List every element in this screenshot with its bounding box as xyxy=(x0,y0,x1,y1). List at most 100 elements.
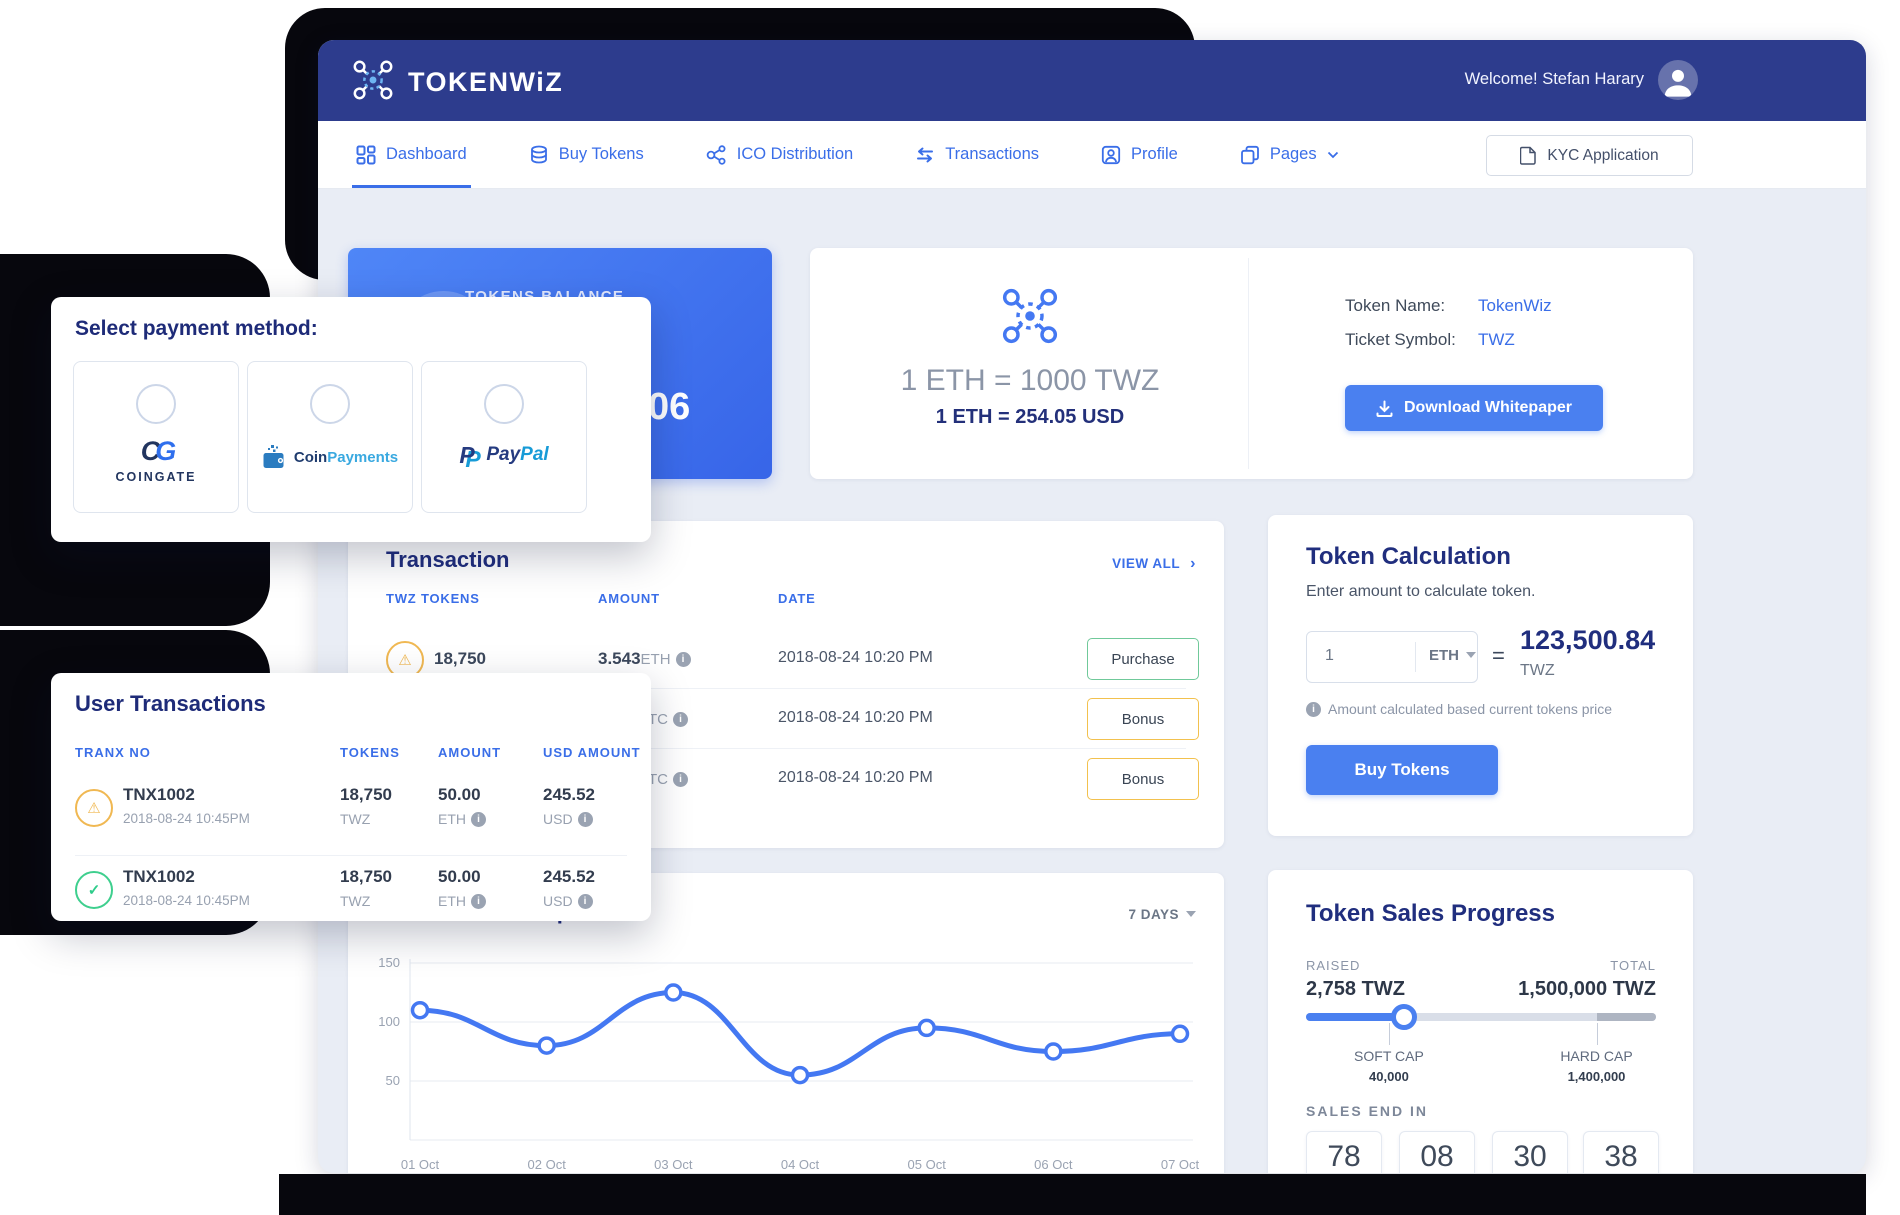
tranx-amount-unit: ETH xyxy=(438,893,486,909)
radio-coingate[interactable] xyxy=(136,384,176,424)
range-dropdown[interactable]: 7 DAYS xyxy=(1128,907,1196,922)
chevron-down-icon xyxy=(1186,911,1196,917)
tranx-no: TNX1002 xyxy=(123,867,195,886)
range-label: 7 DAYS xyxy=(1128,907,1179,922)
coingate-label: COINGATE xyxy=(115,470,197,484)
sales-progress-title: Token Sales Progress xyxy=(1306,900,1555,927)
coingate-logo: CG COINGATE xyxy=(74,436,238,484)
amount-value: 3.543 xyxy=(598,649,641,668)
info-icon[interactable] xyxy=(673,712,688,727)
bonus-label: Bonus xyxy=(1121,710,1165,728)
balance-amount: 06 xyxy=(648,386,691,428)
calc-result-unit: TWZ xyxy=(1520,662,1555,679)
buy-tokens-button[interactable]: Buy Tokens xyxy=(1306,745,1498,795)
tranx-usd-unit: USD xyxy=(543,811,593,827)
nav-item-dashboard[interactable]: Dashboard xyxy=(352,121,471,188)
raised-label: RAISED xyxy=(1306,958,1361,973)
ticket-symbol-value[interactable]: TWZ xyxy=(1478,330,1515,349)
info-icon[interactable] xyxy=(577,894,593,909)
token-calc-title: Token Calculation xyxy=(1306,543,1511,570)
avatar[interactable] xyxy=(1658,60,1698,100)
currency-select[interactable]: ETH xyxy=(1429,647,1476,664)
pages-icon xyxy=(1240,145,1259,164)
paypal-mark-icon: P P xyxy=(459,444,481,472)
hard-cap-label: HARD CAP xyxy=(1560,1048,1633,1064)
bonus-button[interactable]: Bonus xyxy=(1087,758,1199,800)
svg-text:05 Oct: 05 Oct xyxy=(908,1157,947,1172)
tranx-usd-unit: USD xyxy=(543,893,593,909)
progress-slider-fill xyxy=(1306,1013,1404,1021)
token-sales-progress-panel: Token Sales Progress RAISED TOTAL 2,758 … xyxy=(1268,870,1693,1173)
user-transactions-title: User Transactions xyxy=(75,691,266,716)
col-usd-amount: USD AMOUNT xyxy=(543,745,641,760)
success-icon xyxy=(75,871,113,909)
nav-label: Dashboard xyxy=(386,145,467,163)
purchase-button[interactable]: Purchase xyxy=(1087,638,1199,680)
coinpayments-label-a: Coin xyxy=(293,448,328,466)
progress-slider-handle[interactable] xyxy=(1391,1004,1417,1030)
bonus-button[interactable]: Bonus xyxy=(1087,698,1199,740)
info-icon[interactable] xyxy=(471,894,486,909)
amount-input[interactable]: 1 xyxy=(1325,647,1334,664)
nav-label: Transactions xyxy=(945,145,1040,163)
unit-text: ETH xyxy=(438,893,466,909)
nav-item-ico-distribution[interactable]: ICO Distribution xyxy=(706,121,853,188)
paypal-mark-back: P xyxy=(465,446,481,472)
radio-coinpayments[interactable] xyxy=(310,384,350,424)
warning-icon xyxy=(75,789,113,827)
view-all-label: VIEW ALL xyxy=(1112,556,1180,571)
row-divider xyxy=(386,688,1186,689)
payment-option-coinpayments[interactable]: CoinPayments xyxy=(247,361,413,513)
info-icon[interactable] xyxy=(577,812,593,827)
nav-label: ICO Distribution xyxy=(736,145,854,163)
countdown-minutes: 30 xyxy=(1492,1131,1568,1173)
eth-twz-rate: 1 ETH = 1000 TWZ xyxy=(900,364,1160,397)
col-amount: AMOUNT xyxy=(438,745,502,760)
total-label: TOTAL xyxy=(1610,958,1656,973)
info-icon[interactable] xyxy=(471,812,486,827)
radio-paypal[interactable] xyxy=(484,384,524,424)
raised-value: 2,758 TWZ xyxy=(1306,978,1405,1000)
col-amount: AMOUNT xyxy=(598,591,660,606)
coins-icon xyxy=(530,145,547,163)
svg-text:100: 100 xyxy=(378,1014,400,1029)
logo[interactable]: TOKENWiZ xyxy=(350,57,563,108)
nav-item-buy-tokens[interactable]: Buy Tokens xyxy=(529,121,644,188)
soft-cap-tick xyxy=(1388,1023,1390,1045)
svg-text:03 Oct: 03 Oct xyxy=(654,1157,693,1172)
kyc-application-button[interactable]: KYC Application xyxy=(1486,135,1693,176)
payment-option-coingate[interactable]: CG COINGATE xyxy=(73,361,239,513)
row-date: 2018-08-24 10:20 PM xyxy=(778,709,933,726)
hard-cap-tick xyxy=(1596,1023,1598,1045)
token-name-label: Token Name: xyxy=(1345,296,1446,315)
download-whitepaper-button[interactable]: Download Whitepaper xyxy=(1345,385,1603,431)
nav-item-transactions[interactable]: Transactions xyxy=(915,121,1039,188)
tranx-datetime: 2018-08-24 10:45PM xyxy=(123,811,250,826)
row-divider xyxy=(75,855,627,856)
nav-item-profile[interactable]: Profile xyxy=(1101,121,1178,188)
progress-slider-track[interactable] xyxy=(1306,1004,1656,1045)
tranx-tokens: 18,750 xyxy=(340,785,392,804)
col-twz-tokens: TWZ TOKENS xyxy=(386,591,480,606)
download-label: Download Whitepaper xyxy=(1404,399,1572,416)
calc-result: 123,500.84 xyxy=(1520,625,1656,655)
sales-end-label: SALES END IN xyxy=(1306,1103,1429,1119)
chevron-right-icon: › xyxy=(1190,555,1196,572)
soft-cap-value: 40,000 xyxy=(1369,1069,1409,1084)
tranx-amount: 50.00 xyxy=(438,785,481,804)
countdown-hours: 08 xyxy=(1399,1131,1475,1173)
col-tokens: TOKENS xyxy=(340,745,400,760)
download-icon xyxy=(1376,400,1393,417)
token-name-value[interactable]: TokenWiz xyxy=(1478,296,1552,315)
welcome-text: Welcome! Stefan Harary xyxy=(1464,70,1644,88)
coingate-mark-g: G xyxy=(155,436,176,466)
info-icon[interactable] xyxy=(675,652,691,667)
svg-text:01 Oct: 01 Oct xyxy=(401,1157,440,1172)
hard-cap-label-group: HARD CAP 1,400,000 xyxy=(1560,1048,1632,1084)
nav-item-pages[interactable]: Pages xyxy=(1240,121,1339,188)
payment-option-paypal[interactable]: P P PayPal xyxy=(421,361,587,513)
view-all-link[interactable]: VIEW ALL › xyxy=(1112,555,1196,573)
swap-arrows-icon xyxy=(917,147,934,162)
info-icon[interactable] xyxy=(673,772,688,787)
